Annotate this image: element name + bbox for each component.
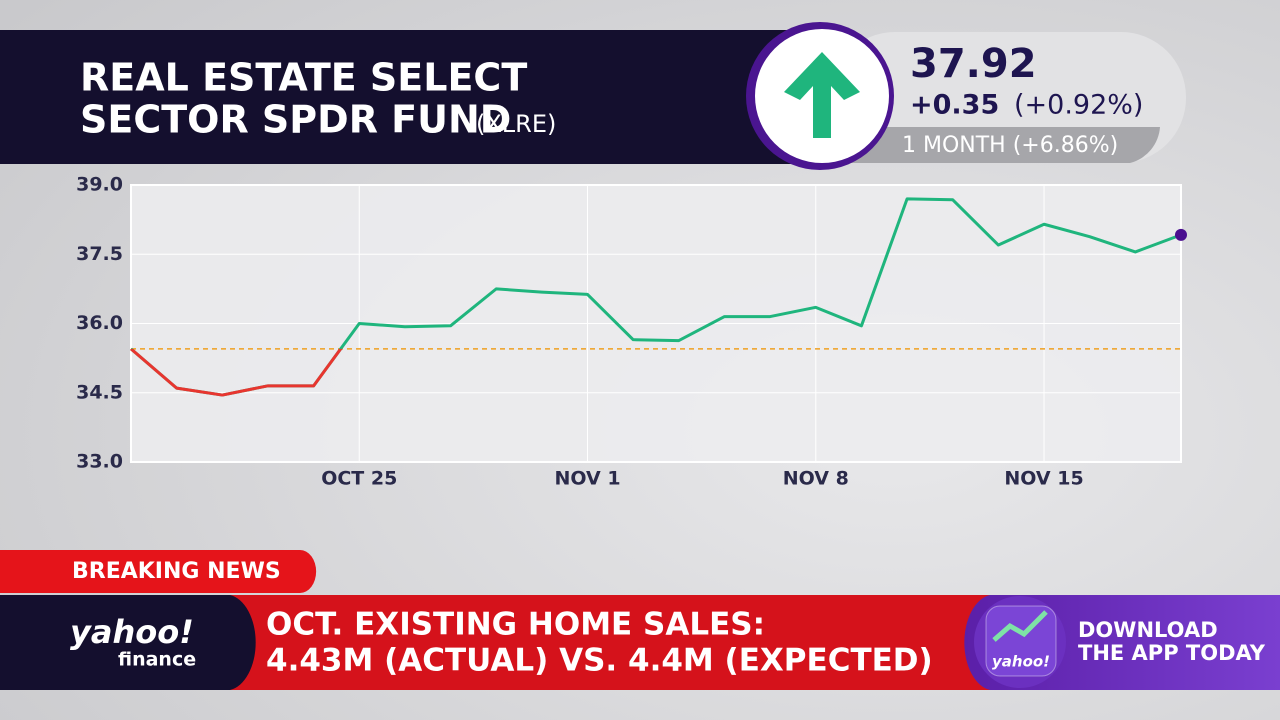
change-pct: (+0.92%) (1014, 90, 1143, 121)
yahoo-sub: finance (118, 649, 196, 671)
cta: THE APP TODAY (1078, 641, 1266, 665)
headline: 4.43M (ACTUAL) VS. 4.4M (EXPECTED) (266, 643, 933, 679)
header-bar (0, 30, 800, 164)
x-tick-label: NOV 1 (554, 468, 620, 490)
period-strip (830, 127, 1160, 163)
breaking-label: BREAKING NEWS (72, 559, 281, 584)
y-tick-label: 34.5 (76, 381, 123, 403)
y-tick-label: 33.0 (76, 451, 123, 473)
cta: DOWNLOAD (1078, 618, 1218, 642)
below-baseline-line (130, 348, 343, 397)
logo-panel (0, 595, 256, 690)
x-tick-label: NOV 15 (1004, 468, 1083, 490)
y-tick-label: 36.0 (76, 312, 123, 334)
breaking-tag (0, 550, 317, 593)
period-change: 1 MONTH (+6.86%) (902, 133, 1118, 158)
title: SECTOR SPDR FUND (80, 98, 511, 142)
change: +0.35 (910, 90, 999, 121)
ticker: (XLRE) (476, 110, 556, 138)
title: REAL ESTATE SELECT (80, 56, 527, 100)
end-dot (1175, 228, 1187, 241)
app-logo: yahoo! (992, 653, 1050, 671)
up-arrow (784, 52, 860, 138)
app-icon (985, 605, 1057, 677)
headline: OCT. EXISTING HOME SALES: (266, 607, 765, 643)
x-tick-label: OCT 25 (321, 468, 397, 490)
y-tick-label: 37.5 (76, 243, 123, 265)
chart: 33.0 34.5 36.0 37.5 39.0 OCT 25 NOV 1 NOV 8 NOV … (76, 174, 1187, 490)
y-tick-label: 39.0 (76, 174, 123, 196)
x-tick-label: NOV 8 (783, 468, 849, 490)
price: 37.92 (910, 41, 1037, 87)
yahoo-logo: yahoo! (70, 613, 194, 651)
app-icon-line (992, 610, 1048, 642)
